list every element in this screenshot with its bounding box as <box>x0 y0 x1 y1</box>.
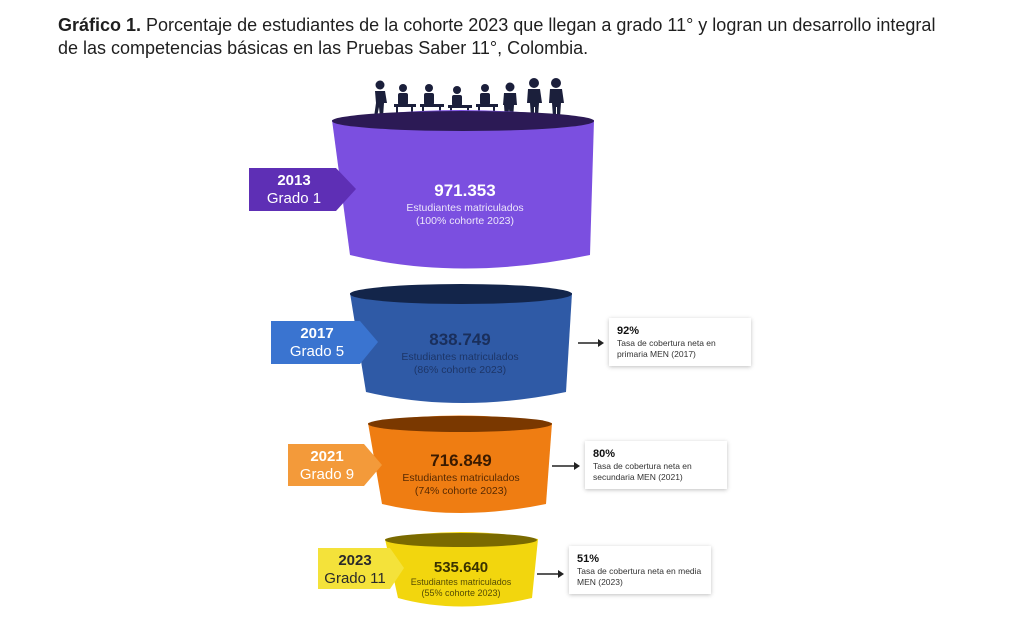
tag-grade: Grado 5 <box>289 343 345 360</box>
tag-grade: Grado 11 <box>324 570 386 587</box>
tag-year: 2017 <box>300 325 334 342</box>
cohort-percent: (86% cohorte 2023) <box>413 364 507 376</box>
tag-shape-2021 <box>288 444 382 486</box>
tag-2017: 2017 Grado 5 <box>274 325 360 361</box>
coverage-note-2023: 51% Tasa de cobertura neta en media MEN … <box>569 546 711 594</box>
enrolled-label: Estudiantes matriculados <box>410 577 512 587</box>
coverage-note-2021: 80% Tasa de cobertura neta en secundaria… <box>585 441 727 489</box>
enrolled-value: 716.849 <box>430 451 492 470</box>
tag-year: 2013 <box>277 172 311 189</box>
tag-year: 2021 <box>310 448 344 465</box>
title-prefix: Gráfico 1. <box>58 15 142 35</box>
tag-grade: Grado 9 <box>299 466 355 483</box>
arrow-2023 <box>537 570 564 578</box>
stage-text-2023: 535.640 Estudiantes matriculados (55% co… <box>396 559 526 599</box>
cohort-percent: (55% cohorte 2023) <box>421 588 501 598</box>
coverage-percent: 80% <box>593 448 616 460</box>
title-text: Porcentaje de estudiantes de la cohorte … <box>58 15 936 58</box>
enrolled-label: Estudiantes matriculados <box>406 202 524 214</box>
figure-title: Gráfico 1. Porcentaje de estudiantes de … <box>58 14 958 60</box>
cohort-percent: (100% cohorte 2023) <box>415 215 515 227</box>
coverage-percent: 92% <box>617 325 640 337</box>
enrolled-label: Estudiantes matriculados <box>402 472 520 484</box>
enrolled-label: Estudiantes matriculados <box>401 351 519 363</box>
coverage-text: Tasa de cobertura neta en secundaria MEN… <box>593 461 692 482</box>
tag-shape-2013 <box>249 168 356 211</box>
stage-text-2021: 716.849 Estudiantes matriculados (74% co… <box>386 450 536 498</box>
tag-year: 2023 <box>338 552 372 569</box>
coverage-text: Tasa de cobertura neta en media MEN (202… <box>577 566 702 587</box>
tag-shape-2017 <box>271 321 378 364</box>
enrolled-value: 971.353 <box>434 181 496 200</box>
enrolled-value: 535.640 <box>433 559 489 576</box>
tag-2023: 2023 Grado 11 <box>318 552 392 588</box>
cohort-percent: (74% cohorte 2023) <box>414 485 508 497</box>
funnel-stage-2021 <box>368 415 552 513</box>
tag-grade: Grado 1 <box>266 190 322 207</box>
enrolled-value: 838.749 <box>429 330 491 349</box>
funnel-stage-2017 <box>350 284 572 403</box>
coverage-note-2017: 92% Tasa de cobertura neta en primaria M… <box>609 318 751 366</box>
tag-2013: 2013 Grado 1 <box>252 172 336 208</box>
arrow-2021 <box>552 462 580 470</box>
coverage-percent: 51% <box>577 553 600 565</box>
stage-text-2013: 971.353 Estudiantes matriculados (100% c… <box>380 180 550 228</box>
students-icon <box>374 78 564 119</box>
arrow-2017 <box>578 339 604 347</box>
funnel-stage-2023 <box>385 532 538 607</box>
funnel-stage-2013 <box>332 110 594 269</box>
tag-2021: 2021 Grado 9 <box>290 448 364 484</box>
tag-shape-2023 <box>318 548 404 589</box>
coverage-text: Tasa de cobertura neta en primaria MEN (… <box>617 338 716 359</box>
stage-text-2017: 838.749 Estudiantes matriculados (86% co… <box>380 329 540 377</box>
